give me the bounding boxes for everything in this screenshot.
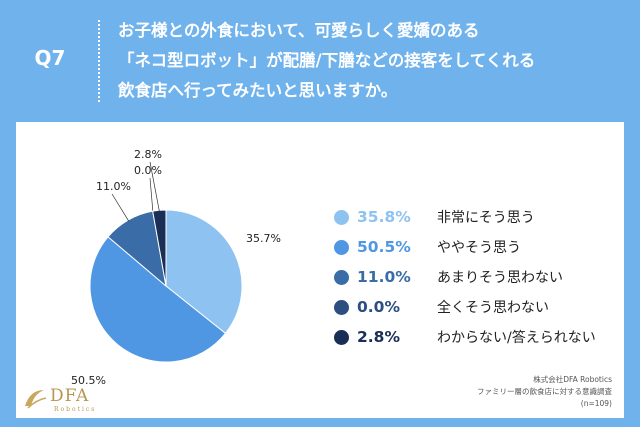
legend-swatch	[334, 299, 349, 315]
slice-label: 2.8%	[134, 148, 162, 161]
leader-line	[149, 161, 160, 212]
pie-chart: 35.7% 50.5% 11.0%0.0% 2.8%	[71, 148, 281, 387]
header-divider	[98, 20, 100, 102]
slice-label: 11.0%	[96, 180, 131, 193]
legend-value: 35.8%	[357, 208, 411, 226]
question-line: お子様との外食において、可愛らしく愛嬌のある	[118, 21, 480, 40]
company-logo: DFA Robotics	[22, 384, 132, 416]
question-number: Q7	[34, 46, 66, 70]
legend-label: ややそう思う	[437, 240, 521, 256]
legend-swatch	[334, 239, 349, 255]
legend-label: わからない/答えられない	[437, 330, 596, 346]
header: Q7 お子様との外食において、可愛らしく愛嬌のある 「ネコ型ロボット」が配膳/下…	[0, 0, 640, 118]
legend-item: 50.5% ややそう思う	[334, 232, 624, 262]
legend-swatch	[334, 269, 349, 285]
leader-line	[149, 177, 154, 213]
logo-name: DFA	[50, 386, 90, 406]
legend-value: 0.0%	[357, 298, 400, 316]
legend-item: 35.8% 非常にそう思う	[334, 202, 624, 232]
logo-mark-icon	[25, 390, 47, 409]
question-line: 「ネコ型ロボット」が配膳/下膳などの接客をしてくれる	[118, 51, 536, 70]
legend-swatch	[334, 329, 349, 345]
source-note: 株式会社DFA Robotics ファミリー層の飲食店に対する意識調査 (n=1…	[372, 374, 612, 410]
legend-label: 全くそう思わない	[437, 300, 549, 316]
leader-line	[111, 193, 130, 222]
legend-item: 0.0% 全くそう思わない	[334, 292, 624, 322]
legend-label: あまりそう思わない	[437, 270, 563, 286]
pie-slice	[89, 236, 227, 363]
legend: 35.8% 非常にそう思う 50.5% ややそう思う 11.0% あまりそう思わ…	[334, 202, 624, 352]
slice-label: 35.7%	[246, 232, 281, 245]
question-line: 飲食店へ行ってみたいと思いますか。	[118, 81, 398, 100]
slice-label: 50.5%	[71, 374, 106, 387]
legend-item: 11.0% あまりそう思わない	[334, 262, 624, 292]
chart-card: 35.7% 50.5% 11.0% 0.0% 2.8% 35.8% 非常にそう思う 50…	[16, 122, 624, 418]
legend-swatch	[334, 209, 349, 225]
legend-value: 11.0%	[357, 268, 411, 286]
legend-item: 2.8% わからない/答えられない	[334, 322, 624, 352]
legend-value: 2.8%	[357, 328, 400, 346]
legend-value: 50.5%	[357, 238, 411, 256]
logo-subtitle: Robotics	[54, 406, 97, 413]
legend-label: 非常にそう思う	[437, 210, 535, 226]
source-line: 株式会社DFA Robotics	[533, 375, 612, 384]
pie-slice	[165, 209, 243, 335]
source-line: (n=109)	[580, 399, 612, 408]
source-line: ファミリー層の飲食店に対する意識調査	[477, 387, 612, 396]
slice-label: 0.0%	[134, 164, 162, 177]
question-text: お子様との外食において、可愛らしく愛嬌のある 「ネコ型ロボット」が配膳/下膳など…	[118, 16, 628, 106]
